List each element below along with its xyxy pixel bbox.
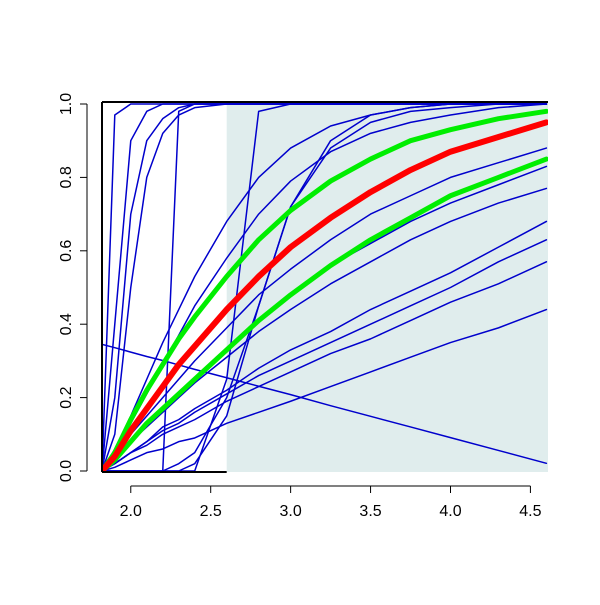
x-tick-label: 2.5 (200, 503, 222, 520)
x-tick-label: 3.0 (280, 503, 302, 520)
curve (102, 261, 548, 472)
x-tick-label: 4.5 (519, 503, 541, 520)
shaded-region (226, 102, 548, 472)
y-tick-label: 0.0 (58, 460, 75, 482)
shade-layer (226, 102, 548, 472)
curve (102, 343, 548, 465)
curve (102, 308, 548, 472)
curve (102, 108, 548, 472)
x-tick-label: 3.5 (359, 503, 381, 520)
curve (102, 103, 548, 472)
curve (102, 156, 548, 472)
curve (102, 119, 548, 472)
y-tick-label: 0.4 (58, 313, 75, 335)
curve (102, 147, 548, 472)
y-tick-label: 0.6 (58, 240, 75, 262)
curve (102, 220, 548, 472)
x-tick-label: 2.0 (120, 503, 142, 520)
axis-layer: 2.0 2.5 3.0 3.5 4.0 4.5 0.0 0.2 0.4 0.6 0.8 1.0 (58, 93, 541, 520)
y-tick-label: 0.2 (58, 386, 75, 408)
frame (101, 101, 548, 472)
y-tick-label: 0.8 (58, 166, 75, 188)
x-tick-label: 4.0 (439, 503, 461, 520)
y-tick-label: 1.0 (58, 93, 75, 115)
